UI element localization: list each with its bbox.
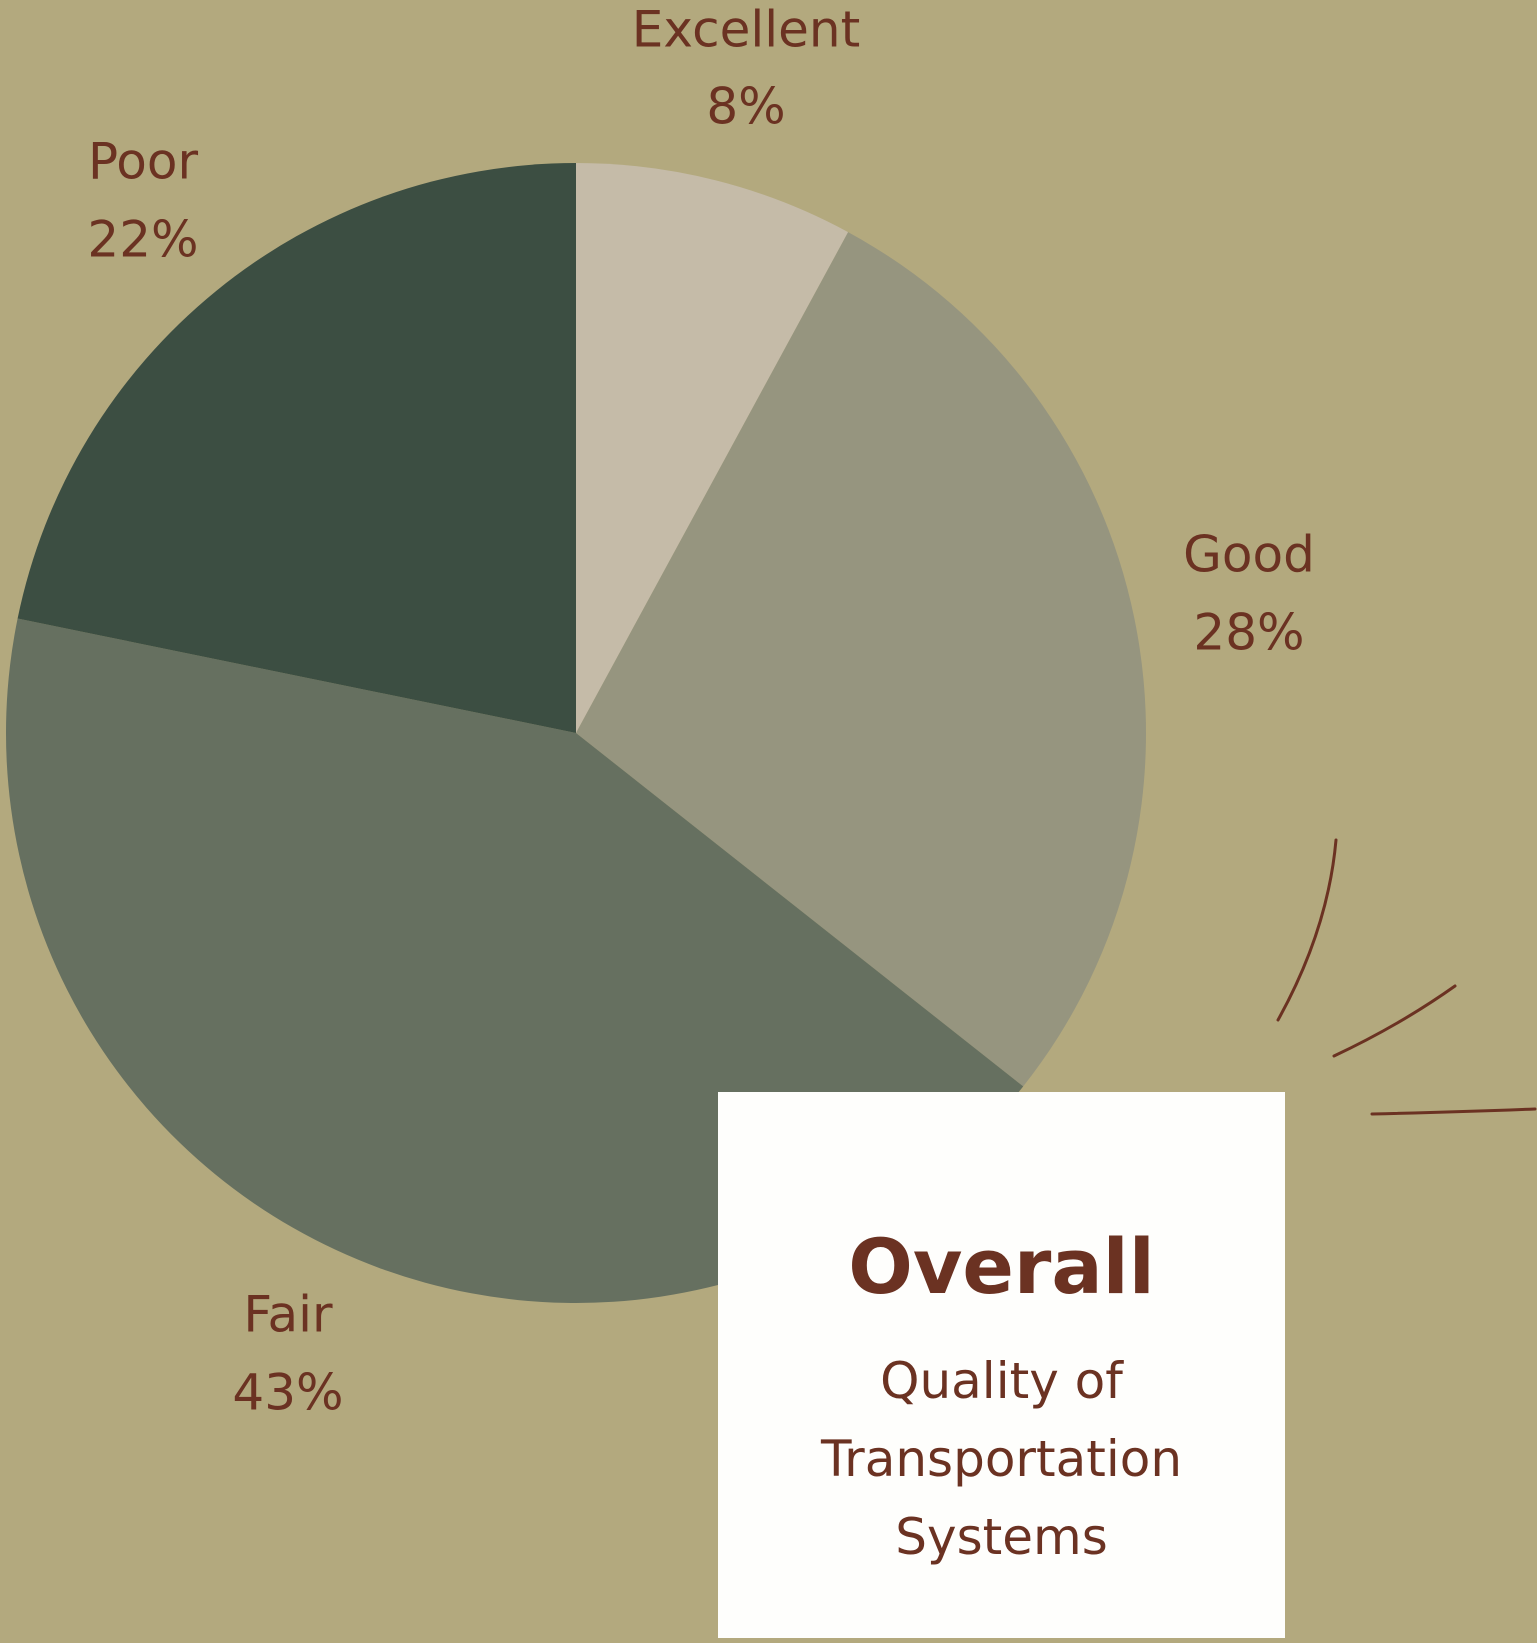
slice-value-label: 28%	[1193, 604, 1304, 662]
slice-label: Poor	[88, 133, 199, 191]
pie-slice	[576, 163, 849, 733]
slice-label: Excellent	[632, 1, 860, 59]
accent-stroke	[1332, 984, 1457, 1058]
pie-slice	[576, 232, 1146, 1087]
slice-label: Good	[1183, 526, 1315, 584]
slice-value-label: 22%	[87, 211, 198, 269]
accent-stroke	[1370, 1107, 1537, 1116]
accent-stroke	[1276, 838, 1338, 1022]
slice-label: Fair	[243, 1286, 333, 1344]
chart-subtitle: Quality of Transportation Systems	[820, 1352, 1183, 1566]
slice-value-label: 43%	[232, 1364, 343, 1422]
pie-slice	[17, 163, 577, 733]
decoration	[1276, 838, 1537, 1116]
slice-value-label: 8%	[706, 78, 785, 136]
chart-title: Overall	[848, 1222, 1155, 1311]
caption-box: Overall Quality of Transportation System…	[718, 1092, 1285, 1638]
